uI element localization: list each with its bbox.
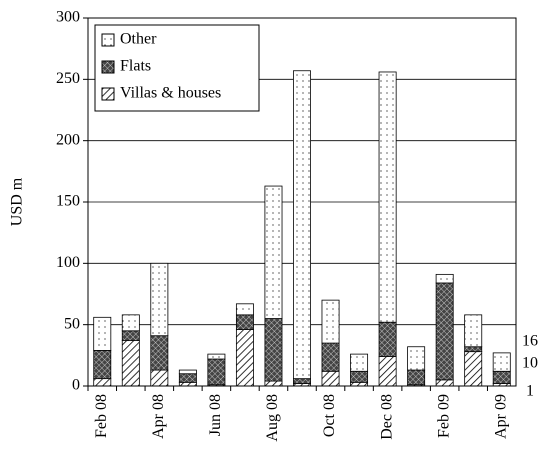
bar-segment xyxy=(464,351,483,387)
bar-segment xyxy=(150,262,169,337)
bar-segment xyxy=(464,314,483,348)
bar-segment xyxy=(492,352,511,372)
y-axis-label: USD m xyxy=(9,177,26,226)
annotation: 10 xyxy=(522,355,538,372)
bar-segment xyxy=(435,273,454,284)
bar-segment xyxy=(378,71,397,323)
bar-segment xyxy=(150,335,169,371)
bar-segment xyxy=(350,353,369,372)
plot-frame xyxy=(87,17,517,387)
legend-swatch xyxy=(101,33,115,47)
bar-segment xyxy=(321,342,340,372)
bar-segment xyxy=(378,321,397,357)
x-tick-label: Jun 08 xyxy=(207,394,224,436)
bar-segment xyxy=(178,369,197,375)
bar-segment xyxy=(407,346,426,371)
y-tick-label: 300 xyxy=(56,9,80,26)
bar-segment xyxy=(492,370,511,384)
y-tick-label: 100 xyxy=(56,254,80,271)
bar-segment xyxy=(178,381,197,387)
x-tick-label: Feb 08 xyxy=(93,394,110,438)
bar-segment xyxy=(235,314,254,330)
x-tick-label: Apr 08 xyxy=(150,394,167,439)
legend-label: Villas & houses xyxy=(120,85,221,102)
x-tick-label: Oct 08 xyxy=(321,394,338,437)
bar-segment xyxy=(435,282,454,381)
legend-label: Other xyxy=(120,31,157,48)
bar-segment xyxy=(207,358,226,386)
bar-segment xyxy=(93,378,112,387)
bar-segment xyxy=(264,318,283,382)
bar-segment xyxy=(464,346,483,353)
bar-segment xyxy=(435,379,454,387)
bar-segment xyxy=(293,70,311,380)
bar-segment xyxy=(93,316,112,351)
annotation: 16 xyxy=(522,333,538,350)
bar-segment xyxy=(235,329,254,387)
annotation: 1 xyxy=(526,383,534,400)
y-tick-label: 150 xyxy=(56,193,80,210)
legend-swatch xyxy=(101,87,115,101)
bar-segment xyxy=(378,356,397,387)
y-tick-label: 250 xyxy=(56,70,80,87)
bar-segment xyxy=(121,330,140,342)
bar-segment xyxy=(235,303,254,316)
bar-segment xyxy=(264,185,283,319)
bar-segment xyxy=(293,378,311,384)
bar-segment xyxy=(150,369,169,387)
y-tick-label: 50 xyxy=(64,315,80,332)
bar-segment xyxy=(350,381,369,387)
legend-swatch xyxy=(101,60,115,74)
y-tick-label: 0 xyxy=(72,377,80,394)
x-tick-label: Apr 09 xyxy=(492,394,509,439)
y-tick-label: 200 xyxy=(56,131,80,148)
legend-label: Flats xyxy=(120,58,151,75)
bar-segment xyxy=(121,314,140,332)
bar-segment xyxy=(321,370,340,387)
x-tick-label: Feb 09 xyxy=(435,394,452,438)
legend-box xyxy=(94,24,260,112)
bar-segment xyxy=(321,299,340,344)
bar-segment xyxy=(407,369,426,386)
bar-segment xyxy=(178,373,197,383)
bar-segment xyxy=(264,380,283,387)
bar-segment xyxy=(350,370,369,383)
bar-segment xyxy=(121,340,140,387)
bar-segment xyxy=(93,350,112,380)
x-tick-label: Dec 08 xyxy=(378,394,395,440)
bar-segment xyxy=(207,353,226,360)
x-tick-label: Aug 08 xyxy=(264,394,281,442)
